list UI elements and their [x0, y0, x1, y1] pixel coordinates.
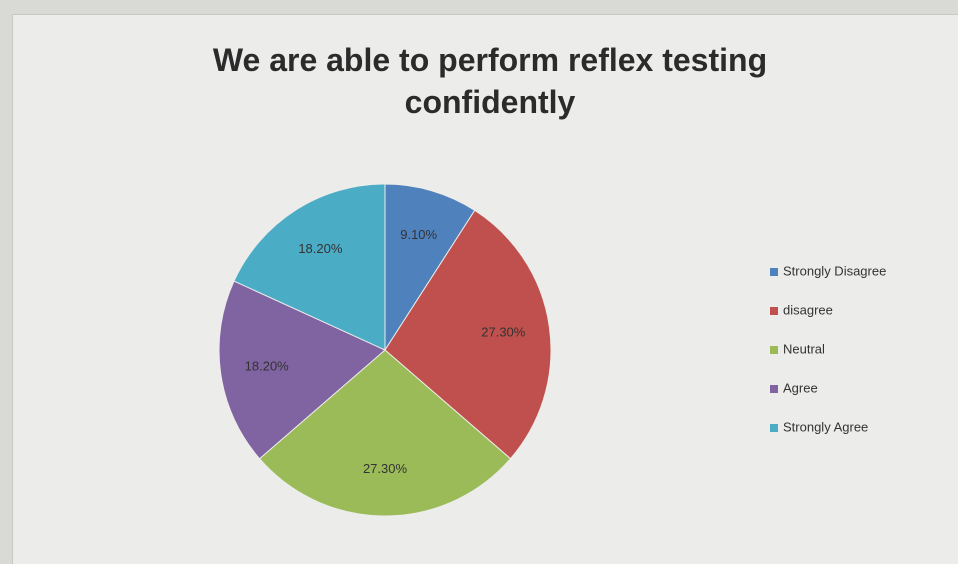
legend-swatch [770, 307, 778, 315]
data-label: 18.20% [298, 241, 343, 256]
chart-title: We are able to perform reflex testing co… [212, 42, 768, 120]
legend-swatch [770, 424, 778, 432]
data-label: 9.10% [400, 227, 437, 242]
legend-label: Neutral [783, 341, 825, 356]
legend-swatch [770, 268, 778, 276]
legend-label: Strongly Disagree [783, 263, 886, 278]
pie-slice [384, 183, 476, 352]
legend-label: Strongly Agree [783, 419, 868, 434]
pie-slice [384, 209, 552, 460]
legend-label: disagree [783, 302, 833, 317]
pie-slice [258, 349, 512, 517]
legend-label: Agree [783, 380, 818, 395]
legend-swatch [770, 385, 778, 393]
data-label: 18.20% [245, 358, 290, 373]
legend-swatch [770, 346, 778, 354]
pie-slice [233, 183, 386, 351]
data-label: 27.30% [363, 461, 408, 476]
pie-slice [218, 280, 386, 460]
data-label: 27.30% [481, 324, 526, 339]
